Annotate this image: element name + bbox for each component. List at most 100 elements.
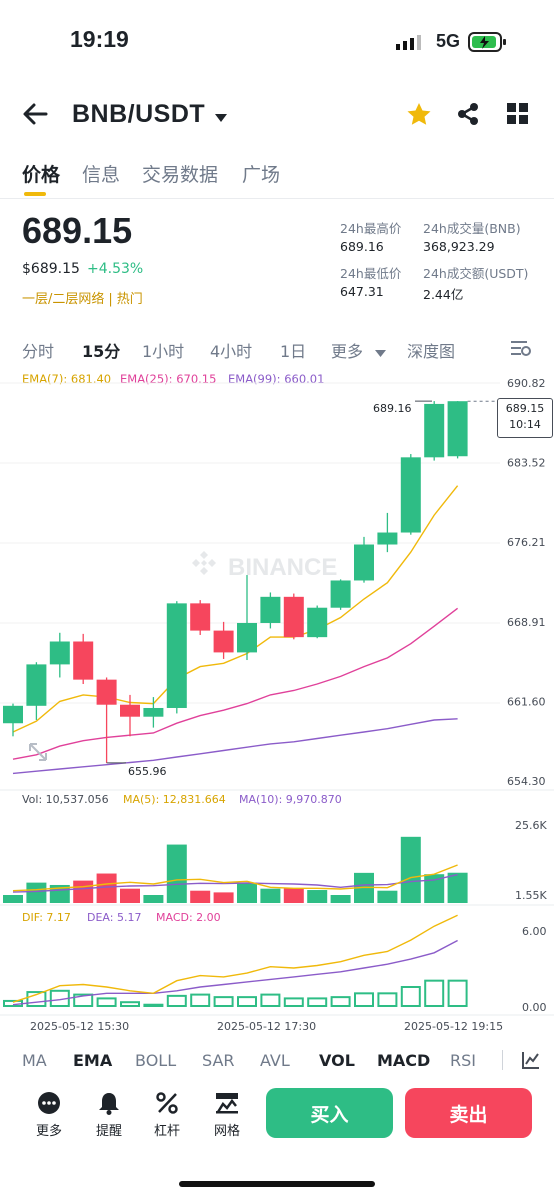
alert-label: 提醒	[95, 1124, 122, 1139]
more-label: 更多	[35, 1124, 62, 1139]
indicator-sar[interactable]: SAR	[202, 1051, 235, 1070]
grid-tool[interactable]: 网格	[207, 1090, 247, 1139]
interval-15m[interactable]: 15分	[82, 342, 121, 361]
high-label: 24h最高价	[340, 221, 402, 236]
candle-body	[237, 622, 257, 653]
indicator-avl[interactable]: AVL	[260, 1051, 290, 1070]
candle-body	[307, 607, 328, 638]
macd-histogram-bar	[447, 979, 468, 1008]
sell-button[interactable]: 卖出	[405, 1088, 532, 1138]
depth-chart-tab[interactable]: 深度图	[407, 342, 456, 361]
volume-bar	[213, 892, 234, 903]
alert-tool[interactable]: 提醒	[89, 1090, 129, 1139]
macd-histogram-bar	[96, 997, 117, 1008]
interval-time[interactable]: 分时	[22, 342, 55, 361]
macd-histogram-bar	[166, 994, 187, 1007]
ema7-line	[12, 485, 459, 733]
macd-histogram-bar	[354, 992, 374, 1007]
price-axis-label: 690.82	[507, 377, 546, 390]
volume-bar	[26, 882, 47, 903]
macd-histogram-bar	[237, 996, 257, 1008]
leverage-tool[interactable]: 杠杆	[147, 1090, 187, 1139]
macd-value-legend: MACD: 2.00	[156, 911, 221, 924]
dropdown-triangle-icon[interactable]	[214, 108, 228, 127]
share-icon[interactable]	[456, 102, 480, 130]
volume-bar	[447, 872, 468, 903]
volume-bar	[190, 890, 211, 903]
signal-icon	[396, 34, 426, 54]
interval-1d[interactable]: 1日	[280, 342, 307, 361]
volume-bar	[260, 888, 281, 903]
macd-axis-label: 6.00	[522, 925, 547, 938]
kline-chart[interactable]: BINANCE 690.82 683.52 676.21 668.91 661.60 65…	[0, 370, 554, 1020]
tab-trade-data[interactable]: 交易数据	[142, 164, 219, 186]
interval-1h[interactable]: 1小时	[142, 342, 185, 361]
volume-bar	[377, 890, 398, 903]
vol-bnb-label: 24h成交量(BNB)	[423, 221, 521, 236]
indicator-boll[interactable]: BOLL	[135, 1051, 177, 1070]
current-price-tag: 689.15 10:14	[497, 398, 553, 438]
volume-bar	[3, 895, 23, 903]
grid-label: 网格	[213, 1124, 240, 1139]
candle-body	[120, 704, 140, 717]
more-tool[interactable]: 更多	[29, 1090, 69, 1139]
x-label: 2025-05-12 19:15	[404, 1020, 504, 1033]
macd-histogram-bar	[190, 993, 211, 1007]
low-value: 647.31	[340, 284, 384, 299]
tab-info[interactable]: 信息	[82, 164, 121, 186]
expand-chart-icon[interactable]	[28, 742, 48, 766]
indicator-rsi[interactable]: RSI	[450, 1051, 476, 1070]
macd-histogram-bar	[120, 1001, 140, 1008]
watermark-text: BINANCE	[228, 554, 337, 581]
percent-icon	[147, 1090, 187, 1116]
candle-body	[400, 457, 421, 533]
favorite-star-icon[interactable]	[406, 102, 432, 130]
buy-button[interactable]: 买入	[266, 1088, 393, 1138]
indicator-vol[interactable]: VOL	[319, 1051, 355, 1070]
price-change: +4.53%	[87, 261, 144, 277]
interval-more-caret-icon[interactable]	[375, 343, 386, 362]
battery-icon	[468, 31, 508, 57]
price-axis-label: 668.91	[507, 616, 546, 629]
x-label: 2025-05-12 15:30	[30, 1020, 130, 1033]
tab-square[interactable]: 广场	[242, 164, 281, 186]
hot-tag: 热门	[116, 292, 143, 307]
high-value: 689.16	[340, 239, 384, 254]
network-label: 5G	[436, 31, 461, 51]
vol-bnb-value: 368,923.29	[423, 239, 495, 254]
vol-ma10-legend: MA(10): 9,970.870	[239, 793, 342, 806]
chart-settings-icon[interactable]	[510, 339, 532, 361]
volume-bar	[166, 844, 187, 903]
x-label: 2025-05-12 17:30	[217, 1020, 317, 1033]
indicator-settings-icon[interactable]	[521, 1050, 541, 1074]
bell-icon	[89, 1090, 129, 1116]
indicator-macd[interactable]: MACD	[377, 1051, 431, 1070]
interval-4h[interactable]: 4小时	[210, 342, 253, 361]
macd-axis-label: 0.00	[522, 1001, 547, 1014]
pair-title[interactable]: BNB/USDT	[72, 100, 206, 128]
ema25-line	[12, 607, 459, 760]
indicator-ema[interactable]: EMA	[73, 1051, 113, 1070]
indicator-ma[interactable]: MA	[22, 1051, 47, 1070]
macd-dif-legend: DIF: 7.17	[22, 911, 71, 924]
back-icon[interactable]	[22, 102, 48, 130]
volume-bar	[237, 882, 257, 903]
vol-ma10-line	[12, 873, 458, 893]
status-time: 19:19	[70, 26, 129, 52]
volume-bar	[143, 895, 164, 903]
candle-body	[166, 603, 187, 708]
macd-histogram-bar	[283, 997, 304, 1008]
grid-layout-icon[interactable]	[507, 103, 529, 129]
usd-price: $689.15	[22, 261, 80, 277]
volume-bar	[120, 888, 140, 903]
candle-body	[424, 403, 445, 458]
macd-histogram-bar	[330, 996, 351, 1008]
candle-body	[447, 401, 468, 457]
category-tag[interactable]: 一层/二层网络 | 热门	[22, 292, 143, 307]
price-axis-label: 676.21	[507, 536, 546, 549]
interval-more[interactable]: 更多	[331, 342, 364, 361]
macd-dea-legend: DEA: 5.17	[87, 911, 142, 924]
tab-price[interactable]: 价格	[22, 164, 61, 186]
ema99-line	[12, 718, 458, 775]
high-marker-label: 689.16	[373, 402, 412, 415]
